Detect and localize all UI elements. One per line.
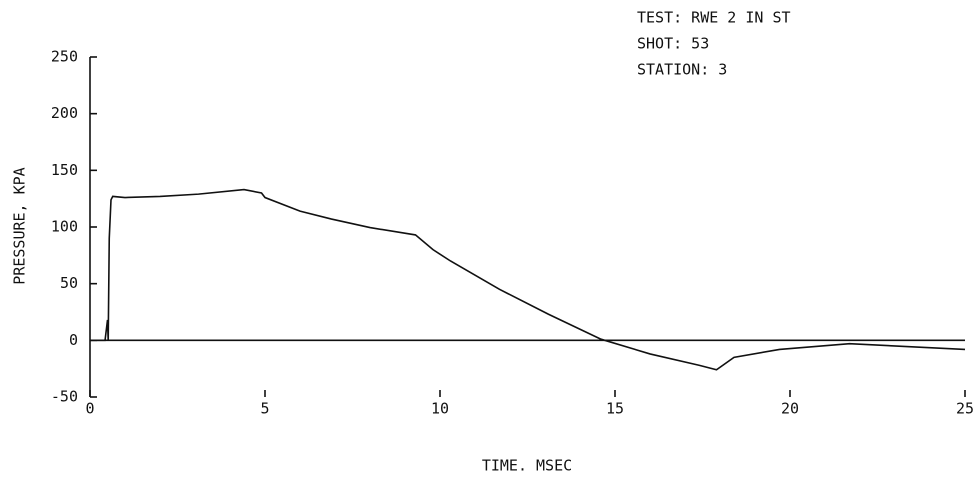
x-tick-label: 5 [260, 400, 269, 418]
y-axis-label: PRESSURE, KPA [11, 167, 29, 284]
annotation: TEST: RWE 2 IN ST [637, 9, 791, 27]
y-tick-label: 200 [51, 104, 78, 122]
y-tick-label: 250 [51, 48, 78, 66]
y-tick-label: 150 [51, 161, 78, 179]
y-tick-label: 100 [51, 218, 78, 236]
y-tick-label: -50 [51, 388, 78, 406]
annotation-block: TEST: RWE 2 IN ST SHOT: 53 STATION: 3 [637, 9, 791, 79]
x-tick-label: 15 [606, 400, 624, 418]
x-tick-label: 20 [781, 400, 799, 418]
annotation: STATION: 3 [637, 61, 727, 79]
y-tick-label: 0 [69, 331, 78, 349]
x-axis-label: TIME. MSEC [482, 457, 572, 475]
x-tick-label: 0 [85, 400, 94, 418]
pressure-trace [90, 188, 966, 371]
y-tick-label: 50 [60, 274, 78, 292]
x-tick-label: 10 [431, 400, 449, 418]
annotation: SHOT: 53 [637, 35, 709, 53]
x-tick-label: 25 [956, 400, 974, 418]
